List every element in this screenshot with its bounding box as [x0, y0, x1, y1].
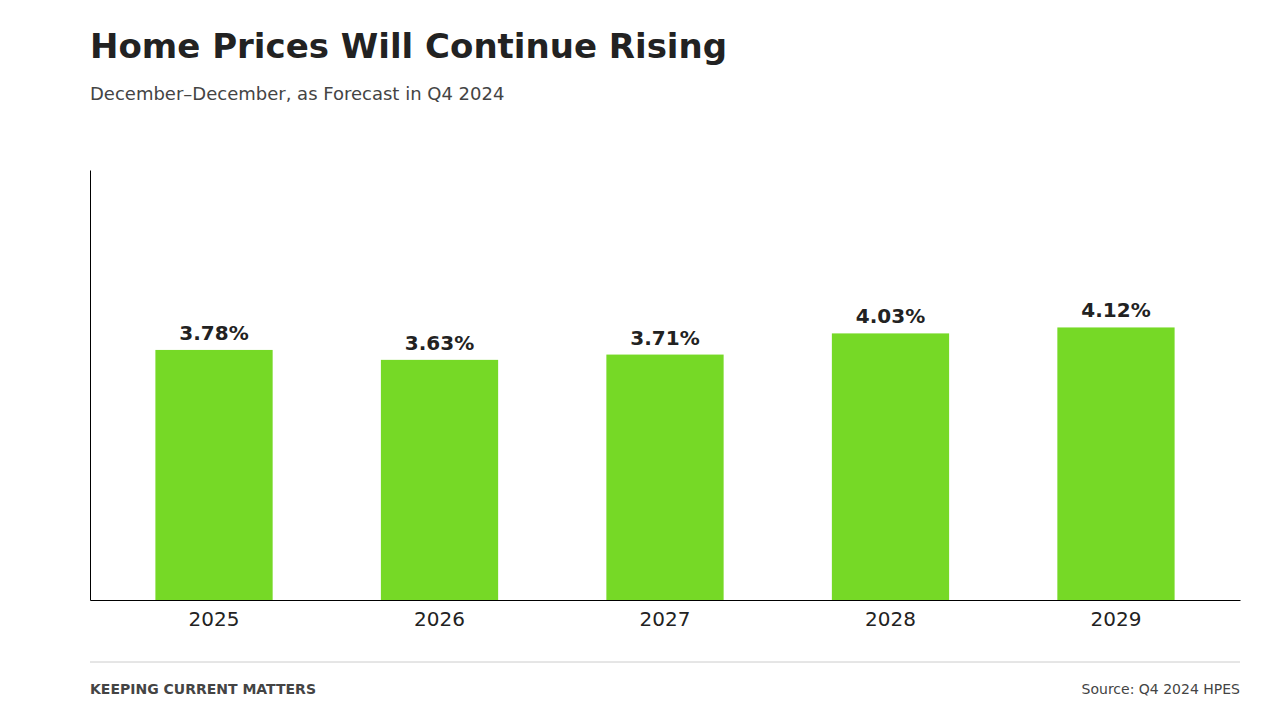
plot: 3.78%3.63%3.71%4.03%4.12%202520262027202… [91, 171, 1241, 632]
bar [606, 355, 723, 600]
x-tick-label: 2027 [640, 607, 691, 631]
annotation: Source: Q4 2024 HPES [1082, 681, 1241, 697]
chart: Home Prices Will Continue Rising December… [0, 0, 1280, 720]
subtitle: December–December, as Forecast in Q4 202… [90, 83, 504, 104]
x-tick-label: 2026 [414, 607, 465, 631]
x-tick: 2026 [414, 607, 465, 631]
x-tick-label: 2029 [1091, 607, 1142, 631]
data-labels: 3.78% 3.63% 3.71% 4.03% 4.12% [179, 298, 1150, 354]
x-tick-label: 2028 [865, 607, 916, 631]
x-tick: 2025 [189, 607, 240, 631]
annotation: KEEPING CURRENT MATTERS [90, 681, 316, 697]
y-axis [90, 171, 91, 601]
footer-rule [90, 662, 1240, 663]
data-label: 3.71% [630, 326, 699, 350]
bar [381, 360, 498, 600]
x-tick: 2027 [640, 607, 691, 631]
x-axis: 2025 2026 2027 2028 2029 [91, 601, 1241, 632]
bar [155, 350, 272, 600]
footer: KEEPING CURRENT MATTERS Source: Q4 2024 H… [90, 662, 1240, 697]
x-tick: 2028 [865, 607, 916, 631]
data-label: 4.03% [856, 304, 925, 328]
x-tick: 2029 [1091, 607, 1142, 631]
y-axis-line [90, 171, 91, 601]
x-tick-label: 2025 [189, 607, 240, 631]
title: Home Prices Will Continue Rising [90, 26, 727, 66]
bar [832, 333, 949, 600]
data-label: 4.12% [1081, 298, 1150, 322]
data-label: 3.78% [179, 321, 248, 345]
data-label: 3.63% [405, 331, 474, 355]
bar [1057, 327, 1174, 600]
bars [155, 327, 1174, 600]
x-axis-line [91, 600, 1241, 601]
